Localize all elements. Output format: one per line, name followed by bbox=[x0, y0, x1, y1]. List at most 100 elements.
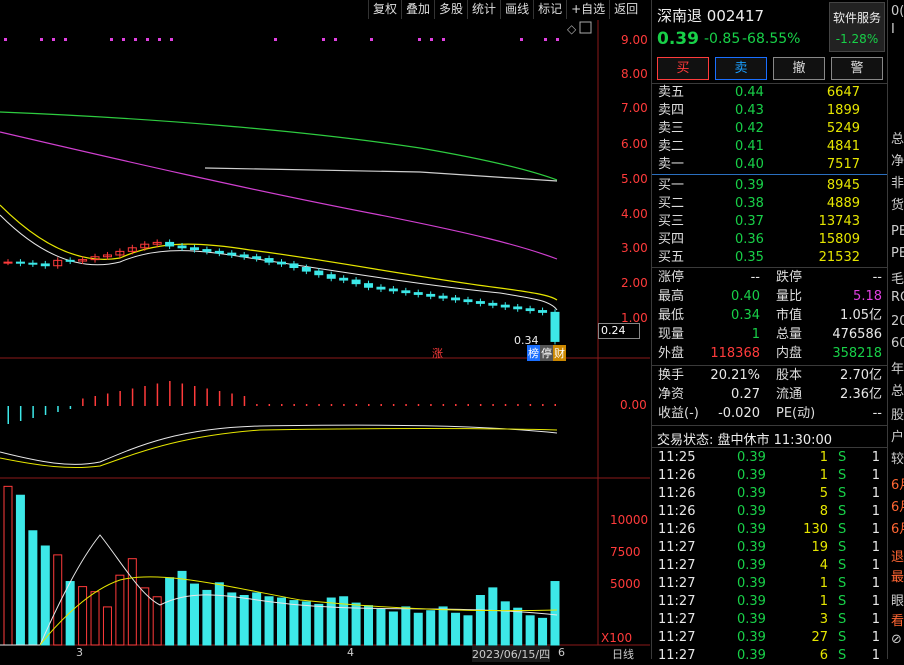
tick-row[interactable]: 11:27 0.39 19 S 1 bbox=[652, 539, 888, 557]
volume-bar bbox=[3, 485, 13, 646]
tick-side: S bbox=[838, 648, 847, 663]
sector-box[interactable]: 软件服务 -1.28% bbox=[829, 2, 885, 52]
macd-bar bbox=[106, 393, 109, 406]
asks-row[interactable]: 卖四 0.43 1899 bbox=[652, 102, 888, 120]
candle bbox=[202, 249, 212, 252]
bids-row[interactable]: 买三 0.37 13743 bbox=[652, 213, 888, 231]
diamond-icon: ◇ bbox=[567, 22, 577, 36]
signal-dot bbox=[274, 38, 277, 41]
trading-status: 交易状态: 盘中休市 11:30:00 bbox=[657, 433, 833, 448]
candle bbox=[301, 267, 311, 272]
signal-dot bbox=[430, 38, 433, 41]
volume-bar bbox=[140, 587, 150, 646]
candle bbox=[314, 270, 324, 276]
candle bbox=[277, 261, 286, 265]
macd-bar bbox=[442, 404, 445, 406]
volume-bar bbox=[214, 582, 224, 646]
tick-price: 0.39 bbox=[737, 450, 766, 465]
candle bbox=[189, 247, 199, 251]
macd-bar bbox=[7, 406, 9, 424]
toolbar-button-7[interactable]: 返回 bbox=[609, 0, 642, 19]
macd-bar bbox=[330, 404, 333, 406]
price-tick-label: 3.00 bbox=[621, 241, 648, 255]
far-panel-text: 退 bbox=[891, 550, 904, 565]
ting-tag[interactable]: 停 bbox=[540, 345, 553, 361]
asks-row[interactable]: 卖三 0.42 5249 bbox=[652, 120, 888, 138]
tick-row[interactable]: 11:26 0.39 1 S 1 bbox=[652, 467, 888, 485]
tick-row[interactable]: 11:26 0.39 8 S 1 bbox=[652, 503, 888, 521]
tick-price: 0.39 bbox=[737, 468, 766, 483]
bids-row[interactable]: 买一 0.39 8945 bbox=[652, 177, 888, 195]
far-panel-text: 总 bbox=[891, 132, 904, 147]
volume-tick-label: 10000 bbox=[610, 513, 649, 527]
tick-time: 11:27 bbox=[658, 594, 696, 609]
stat-value: 2.36亿 bbox=[840, 387, 882, 402]
tick-side: S bbox=[838, 558, 847, 573]
toolbar-button-0[interactable]: 复权 bbox=[368, 0, 401, 19]
tick-time: 11:27 bbox=[658, 612, 696, 627]
bang-tag[interactable]: 榜 bbox=[527, 345, 540, 361]
cai-tag[interactable]: 财 bbox=[553, 345, 566, 361]
signal-dot bbox=[170, 38, 173, 41]
tick-volume: 1 bbox=[819, 468, 828, 483]
asks-row[interactable]: 卖一 0.40 7517 bbox=[652, 156, 888, 174]
stat-value: 5.18 bbox=[853, 289, 882, 304]
tick-time: 11:26 bbox=[658, 504, 696, 519]
bids-row[interactable]: 买二 0.38 4889 bbox=[652, 195, 888, 213]
kline-chart-area[interactable]: ◇ 复权 叠加 多股 统计 画线 标记 +自选 返回 9.00 8.00 7.00 6.00 5.00… bbox=[0, 0, 650, 662]
toolbar-button-4[interactable]: 画线 bbox=[500, 0, 533, 19]
tick-count: 1 bbox=[871, 558, 880, 573]
tick-row[interactable]: 11:27 0.39 27 S 1 bbox=[652, 629, 888, 647]
chart-canvas[interactable]: ◇ bbox=[0, 0, 650, 659]
macd-bar bbox=[542, 404, 544, 406]
tick-row[interactable]: 11:27 0.39 6 S 1 bbox=[652, 647, 888, 665]
toolbar-button-2[interactable]: 多股 bbox=[434, 0, 467, 19]
price-tick-label: 5.00 bbox=[621, 172, 648, 186]
bids-row[interactable]: 买四 0.36 15809 bbox=[652, 231, 888, 249]
bids-volume: 21532 bbox=[818, 250, 860, 265]
macd-bar bbox=[380, 404, 382, 406]
tick-time: 11:27 bbox=[658, 630, 696, 645]
tick-count: 1 bbox=[871, 504, 880, 519]
toolbar-button-6[interactable]: +自选 bbox=[566, 0, 609, 19]
toolbar-button-5[interactable]: 标记 bbox=[533, 0, 566, 19]
toolbar-button-3[interactable]: 统计 bbox=[467, 0, 500, 19]
bids-label: 买二 bbox=[658, 196, 685, 211]
macd-bar bbox=[417, 404, 420, 406]
tick-side: S bbox=[838, 522, 847, 537]
volume-bar bbox=[475, 595, 485, 646]
tick-time: 11:27 bbox=[658, 576, 696, 591]
tick-row[interactable]: 11:25 0.39 1 S 1 bbox=[652, 449, 888, 467]
cancel-button[interactable]: 撤 bbox=[773, 57, 825, 80]
tick-row[interactable]: 11:26 0.39 130 S 1 bbox=[652, 521, 888, 539]
tick-row[interactable]: 11:26 0.39 5 S 1 bbox=[652, 485, 888, 503]
volume-ma-yellow bbox=[39, 576, 558, 646]
macd-bar bbox=[144, 386, 146, 406]
period-label[interactable]: 日线 bbox=[612, 648, 634, 661]
stat-label: 最低 bbox=[658, 308, 685, 323]
asks-row[interactable]: 卖二 0.41 4841 bbox=[652, 138, 888, 156]
buy-button[interactable]: 买 bbox=[657, 57, 709, 80]
tick-row[interactable]: 11:27 0.39 4 S 1 bbox=[652, 557, 888, 575]
tick-row[interactable]: 11:27 0.39 3 S 1 bbox=[652, 611, 888, 629]
candle bbox=[339, 277, 349, 281]
macd-bar bbox=[181, 383, 184, 406]
zhang-tag[interactable]: 涨 bbox=[432, 347, 443, 360]
tick-row[interactable]: 11:27 0.39 1 S 1 bbox=[652, 575, 888, 593]
tick-row[interactable]: 11:27 0.39 1 S 1 bbox=[652, 593, 888, 611]
far-panel-text: 看 bbox=[891, 614, 904, 629]
chart-toolbar: 复权 叠加 多股 统计 画线 标记 +自选 返回 bbox=[368, 0, 643, 19]
toolbar-button-1[interactable]: 叠加 bbox=[401, 0, 434, 19]
volume-bar bbox=[376, 608, 386, 646]
sector-name[interactable]: 软件服务 bbox=[832, 11, 881, 25]
sell-button[interactable]: 卖 bbox=[715, 57, 767, 80]
macd-bar bbox=[57, 406, 59, 412]
stock-price: 0.39 bbox=[657, 29, 699, 49]
event-tags[interactable]: 榜 停 财 bbox=[527, 345, 566, 361]
ma-line-white2 bbox=[0, 214, 558, 311]
alert-button[interactable]: 警 bbox=[831, 57, 883, 80]
stat-value: 118368 bbox=[710, 346, 760, 361]
volume-bar bbox=[90, 591, 100, 646]
asks-row[interactable]: 卖五 0.44 6647 bbox=[652, 84, 888, 102]
bids-row[interactable]: 买五 0.35 21532 bbox=[652, 249, 888, 267]
